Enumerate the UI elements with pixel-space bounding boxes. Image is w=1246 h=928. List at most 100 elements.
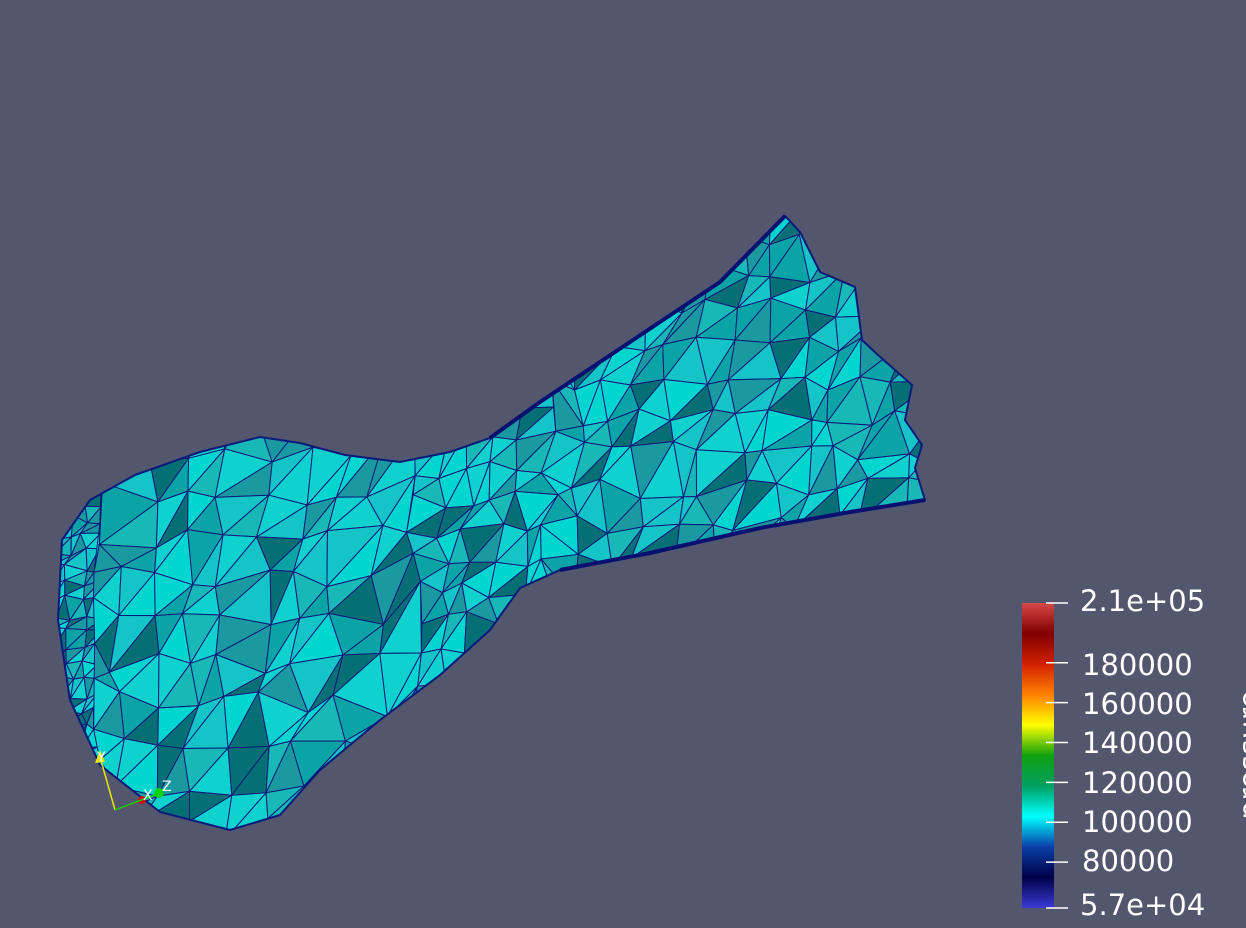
- mesh-triangle: [524, 800, 558, 830]
- mesh-triangle: [795, 710, 841, 743]
- mesh-triangle: [842, 629, 874, 663]
- mesh-triangle: [461, 676, 491, 713]
- mesh-triangle: [528, 625, 549, 657]
- mesh-triangle: [221, 285, 275, 324]
- mesh-triangle: [488, 646, 531, 679]
- mesh-triangle: [631, 602, 678, 628]
- mesh-triangle: [142, 216, 191, 252]
- mesh-triangle: [712, 560, 738, 601]
- mesh-triangle: [735, 567, 774, 607]
- mesh-triangle: [65, 747, 82, 765]
- mesh-triangle: [486, 265, 527, 284]
- mesh-triangle: [541, 800, 585, 830]
- mesh-triangle: [63, 454, 89, 476]
- mesh-triangle: [58, 219, 75, 237]
- mesh-triangle: [148, 405, 190, 462]
- mesh-triangle: [58, 674, 60, 695]
- mesh-triangle: [64, 410, 88, 430]
- mesh-triangle: [80, 451, 103, 473]
- mesh-triangle: [336, 271, 390, 330]
- mesh-triangle: [435, 216, 478, 238]
- mesh-triangle: [58, 824, 70, 830]
- mesh-triangle: [58, 745, 74, 760]
- mesh-triangle: [41, 408, 56, 428]
- mesh-triangle: [539, 627, 586, 662]
- mesh-triangle: [570, 309, 602, 346]
- mesh-triangle: [58, 343, 71, 361]
- mesh-triangle: [488, 647, 530, 679]
- mesh-triangle: [744, 216, 773, 246]
- mesh-triangle: [579, 743, 613, 785]
- mesh-triangle: [65, 392, 86, 413]
- mesh-triangle: [382, 380, 424, 441]
- mesh-triangle: [856, 806, 901, 830]
- mesh-triangle: [87, 296, 101, 316]
- mesh-triangle: [668, 587, 715, 637]
- mesh-triangle: [635, 775, 673, 823]
- mesh-triangle: [863, 593, 899, 632]
- colorbar-tick-label: 160000: [1082, 687, 1193, 721]
- mesh-triangle: [265, 216, 308, 250]
- mesh-triangle: [298, 328, 350, 381]
- mesh-triangle: [893, 216, 925, 236]
- mesh-triangle: [512, 319, 551, 353]
- mesh-triangle: [565, 767, 618, 818]
- mesh-triangle: [791, 556, 845, 603]
- mesh-triangle: [466, 771, 502, 807]
- mesh-triangle: [869, 216, 913, 247]
- mesh-triangle: [836, 216, 872, 231]
- mesh-triangle: [383, 380, 424, 442]
- mesh-triangle: [84, 388, 102, 414]
- mesh-triangle: [460, 347, 501, 378]
- mesh-triangle: [441, 347, 462, 381]
- mesh-triangle: [58, 490, 74, 509]
- mesh-triangle: [81, 451, 101, 469]
- mesh-triangle: [412, 710, 447, 737]
- mesh-triangle: [327, 216, 389, 247]
- mesh-triangle: [898, 772, 925, 809]
- mesh-triangle: [737, 604, 779, 642]
- mesh-triangle: [540, 273, 586, 312]
- mesh-triangle: [405, 761, 448, 802]
- mesh-triangle: [890, 736, 925, 786]
- colorbar-tick-label: 100000: [1082, 805, 1193, 839]
- mesh-triangle: [81, 467, 103, 493]
- mesh-triangle: [58, 710, 69, 728]
- mesh-triangle: [58, 504, 74, 525]
- mesh-triangle: [370, 346, 422, 417]
- mesh-triangle: [464, 804, 503, 830]
- mesh-triangle: [39, 585, 52, 603]
- mesh-triangle: [58, 299, 59, 317]
- mesh-triangle: [81, 227, 101, 251]
- mesh-triangle: [798, 806, 838, 830]
- mesh-triangle: [58, 436, 60, 456]
- mesh-triangle: [79, 804, 102, 827]
- mesh-triangle: [841, 228, 878, 272]
- mesh-triangle: [895, 563, 925, 603]
- mesh-triangle: [676, 695, 717, 749]
- mesh-triangle: [675, 560, 717, 605]
- mesh-triangle: [443, 267, 477, 298]
- mesh-triangle: [611, 624, 645, 675]
- mesh-triangle: [369, 313, 422, 370]
- mesh-triangle: [729, 662, 771, 711]
- mesh-triangle: [676, 224, 711, 270]
- mesh-triangle: [475, 232, 499, 269]
- mesh-triangle: [44, 342, 57, 363]
- mesh-triangle: [86, 811, 101, 827]
- mesh-triangle: [78, 795, 99, 807]
- mesh-triangle: [677, 660, 718, 713]
- mesh-triangle: [518, 646, 542, 673]
- mesh-triangle: [101, 455, 105, 483]
- mesh-triangle: [664, 737, 717, 778]
- mesh-triangle: [489, 379, 523, 409]
- mesh-triangle: [730, 639, 779, 667]
- mesh-triangle: [839, 514, 859, 558]
- mesh-triangle: [767, 741, 797, 783]
- mesh-triangle: [699, 811, 738, 830]
- mesh-triangle: [488, 737, 515, 775]
- mesh-triangle: [512, 790, 543, 830]
- mesh-triangle: [39, 422, 56, 439]
